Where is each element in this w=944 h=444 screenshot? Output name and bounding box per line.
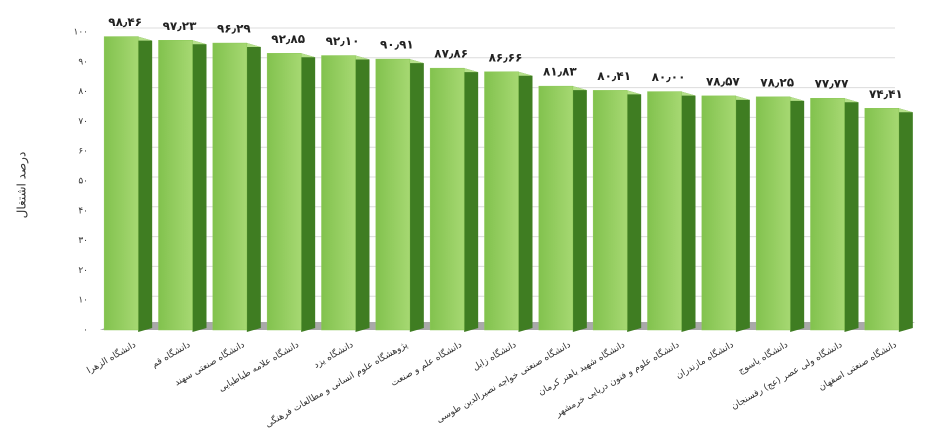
bar-side (518, 71, 533, 332)
y-tick-label: ۱۰۰ (73, 28, 88, 38)
bar (375, 58, 411, 331)
y-tick-label: ۴۰ (78, 206, 88, 216)
bar (864, 108, 900, 331)
bar (429, 67, 465, 331)
bar (701, 95, 737, 331)
bar-side (464, 68, 479, 333)
bar (158, 40, 193, 331)
bar-side (572, 86, 587, 332)
bar-side (735, 95, 750, 333)
y-tick-label: ۵۰ (78, 177, 88, 187)
y-axis-label: درصد اشتغال (15, 152, 30, 219)
y-tick-label: ۹۰ (78, 57, 88, 67)
bar-side (681, 91, 696, 332)
x-tick-label: دانشگاه قم (149, 338, 192, 370)
y-tick-label: ۷۰ (78, 117, 88, 127)
y-tick-label: ۶۰ (78, 147, 88, 157)
value-label: ۹۲٫۸۵ (271, 32, 305, 46)
value-label: ۸۱٫۸۳ (543, 65, 577, 79)
y-tick-label: ۳۰ (78, 236, 88, 246)
value-label: ۷۴٫۴۱ (869, 87, 903, 101)
x-tick-label: دانشگاه الزهرا (84, 338, 137, 376)
value-label: ۷۸٫۵۷ (706, 74, 740, 88)
value-label: ۷۷٫۷۷ (815, 77, 849, 91)
value-label: ۹۶٫۲۹ (217, 22, 251, 36)
bar (484, 71, 519, 331)
bar (755, 96, 791, 331)
bar-side (409, 59, 424, 333)
bar-side (301, 53, 316, 332)
bar-side (246, 43, 261, 333)
value-label: ۹۸٫۴۶ (108, 15, 142, 29)
value-label: ۸۷٫۸۶ (434, 47, 468, 61)
bar-side (898, 108, 913, 332)
bar (810, 97, 845, 331)
value-label: ۸۶٫۶۶ (489, 50, 523, 64)
bar (592, 90, 628, 331)
value-label: ۷۸٫۲۵ (760, 75, 794, 89)
y-tick-label: ۱۰ (78, 296, 88, 306)
x-tick-label: دانشگاه شهید باهنر کرمان (536, 338, 627, 398)
value-label: ۹۰٫۹۱ (380, 38, 414, 52)
bar-side (790, 96, 805, 332)
value-label: ۹۷٫۲۳ (163, 19, 197, 33)
bar-side (627, 90, 642, 332)
y-tick-label: ۰ (83, 326, 88, 336)
value-label: ۹۲٫۱۰ (326, 34, 360, 48)
bar-side (355, 55, 370, 333)
bar-side (138, 36, 153, 332)
x-tick-label: دانشگاه زابل (470, 338, 518, 373)
bar (647, 91, 682, 331)
x-tick-label: دانشگاه یزد (311, 338, 355, 370)
bar (212, 42, 248, 331)
x-tick-label: دانشگاه یاسوج (736, 338, 790, 376)
y-tick-label: ۸۰ (78, 87, 88, 97)
bar (103, 36, 139, 331)
bar (266, 53, 302, 331)
bar-side (192, 40, 207, 332)
bar-side (844, 98, 859, 333)
bar (538, 85, 574, 331)
value-label: ۸۰٫۴۱ (597, 69, 631, 83)
x-tick-label: دانشگاه مازندران (673, 338, 735, 381)
y-tick-label: ۲۰ (78, 266, 88, 276)
value-label: ۸۰٫۰۰ (652, 70, 686, 84)
bar (321, 55, 356, 331)
